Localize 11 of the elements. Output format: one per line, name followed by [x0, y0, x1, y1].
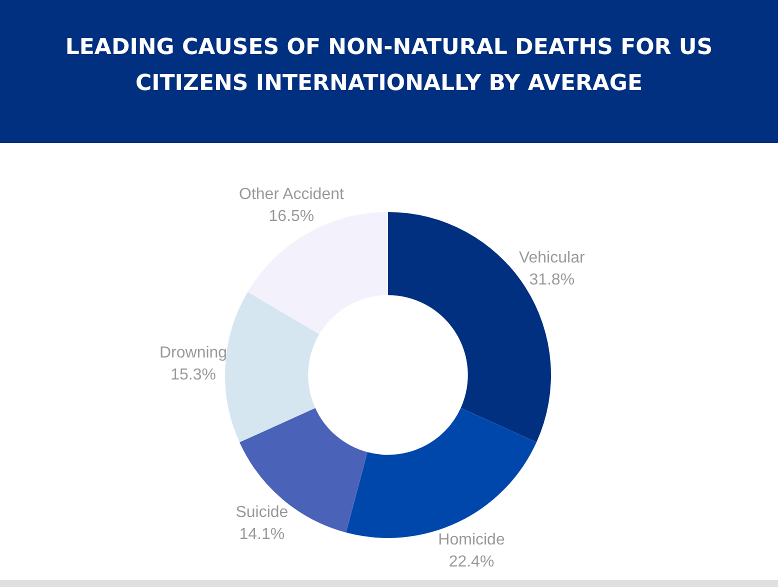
slice-label: Suicide [236, 504, 288, 522]
slice-label: Other Accident [238, 186, 344, 203]
data-label: 22.4% [448, 554, 494, 571]
slice-label: Homicide [438, 532, 505, 549]
slice-label: Vehicular [518, 250, 586, 267]
data-label: 31.8% [529, 272, 575, 289]
slice-label: Drowning [159, 344, 228, 362]
data-label: 14.1% [239, 526, 285, 544]
chart-title: LEADING CAUSES OF NON-NATURAL DEATHS FOR US CITIZENS INTERNATIONALLY BY AVERAGE [64, 34, 714, 98]
data-label: 15.3% [170, 366, 216, 384]
data-label: 16.5% [268, 208, 314, 225]
